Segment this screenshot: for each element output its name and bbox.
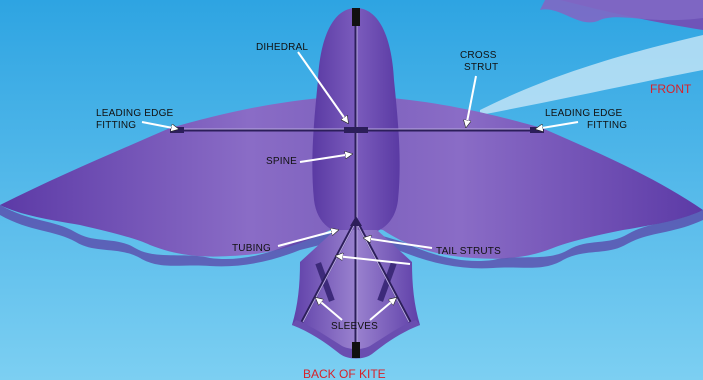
front-kite-streak (480, 35, 703, 115)
cross-strut-label-line1: CROSS (460, 50, 497, 61)
tail-fitting (352, 342, 360, 358)
right-sleeve (377, 262, 397, 302)
right-wing (356, 98, 703, 259)
front-kite-edge (540, 0, 703, 23)
dihedral-label: DIHEDRAL (256, 42, 308, 53)
cross-strut-arrow (466, 75, 477, 127)
left-wing (0, 98, 356, 257)
sleeves-label: SLEEVES (331, 321, 378, 332)
tail-struts-label: TAIL STRUTS (436, 246, 501, 257)
left-sleeve (315, 262, 335, 302)
dihedral-arrow (297, 51, 348, 123)
spine-label: SPINE (266, 156, 297, 167)
tubing-joint (350, 216, 362, 226)
dihedral-fitting (344, 127, 368, 133)
right-wing-trailing-edge (356, 210, 703, 269)
tubing-label: TUBING (232, 243, 271, 254)
leading-edge-left-arrow (141, 121, 178, 129)
leading-edge-right-label-line1: LEADING EDGE (545, 108, 623, 119)
nose-fitting (352, 8, 360, 26)
leading-edge-right-label-line2: FITTING (587, 120, 627, 131)
sleeves-arrow-left (316, 298, 343, 321)
leading-edge-right-arrow (536, 121, 579, 129)
cross-strut-label-line2: STRUT (464, 62, 498, 73)
sleeves-arrow-right (369, 298, 396, 321)
front-label: FRONT (650, 82, 692, 96)
back-of-kite-label: BACK OF KITE (303, 367, 386, 380)
left-tail-strut (300, 219, 358, 323)
leading-edge-left-label-line2: FITTING (96, 120, 136, 131)
spine-arrow (299, 154, 352, 163)
tubing-arrow (277, 230, 338, 247)
left-wing-trailing-edge (0, 205, 356, 267)
leading-edge-left-label-line1: LEADING EDGE (96, 108, 174, 119)
tail-struts-arrow-2 (336, 256, 411, 265)
tail-struts-arrow-1 (364, 238, 433, 249)
